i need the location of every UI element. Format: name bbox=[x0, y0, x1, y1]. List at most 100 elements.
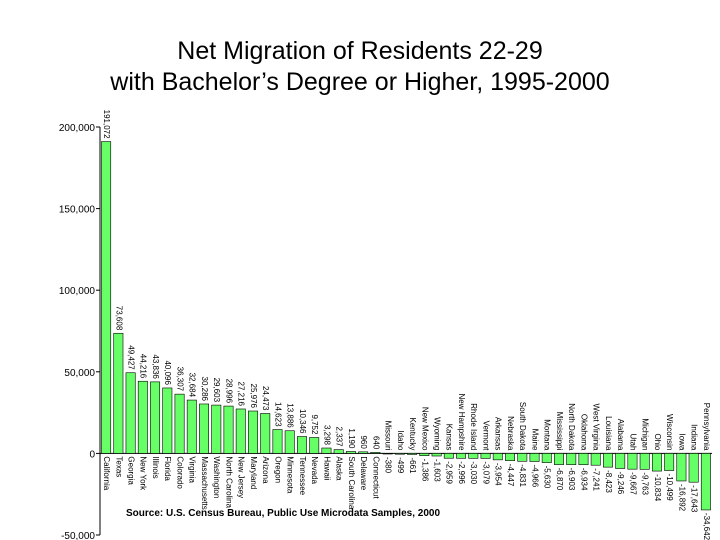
bar bbox=[480, 453, 491, 459]
category-label: California bbox=[102, 456, 111, 490]
data-label: 40,096 bbox=[163, 360, 172, 385]
bar bbox=[468, 453, 479, 459]
bar bbox=[676, 453, 687, 482]
chart-title-line-1: Net Migration of Residents 22-29 bbox=[177, 37, 543, 65]
bar bbox=[260, 413, 271, 454]
category-label: Georgia bbox=[126, 456, 135, 485]
category-label: Iowa bbox=[677, 433, 686, 450]
bar bbox=[615, 453, 626, 469]
category-label: Arkansas bbox=[494, 417, 503, 450]
data-label: -499 bbox=[396, 457, 405, 474]
data-label: -7,241 bbox=[592, 468, 601, 491]
bar bbox=[456, 453, 467, 459]
bar bbox=[297, 436, 307, 454]
category-label: Maryland bbox=[249, 456, 258, 489]
category-label: Illinois bbox=[151, 456, 160, 478]
bar bbox=[529, 453, 540, 462]
category-label: Maine bbox=[530, 429, 539, 451]
bar bbox=[554, 453, 564, 465]
bar bbox=[101, 141, 112, 454]
category-label: Utah bbox=[628, 433, 637, 450]
bar bbox=[174, 393, 185, 454]
category-label: Vermont bbox=[481, 421, 490, 452]
data-label: 10,346 bbox=[298, 409, 307, 434]
category-label: Colorado bbox=[175, 456, 184, 489]
data-label: -2,959 bbox=[445, 461, 454, 484]
data-label: -34,642 bbox=[702, 513, 711, 540]
category-label: Washington bbox=[212, 456, 221, 498]
data-label: -6,870 bbox=[555, 468, 564, 491]
data-label: -8,423 bbox=[604, 470, 613, 493]
bar bbox=[370, 452, 381, 454]
bar bbox=[394, 453, 405, 455]
category-label: Kansas bbox=[445, 424, 454, 451]
y-tick-label: -50,000 bbox=[61, 531, 95, 540]
category-label: Oregon bbox=[273, 456, 282, 483]
category-label: Massachusetts bbox=[200, 456, 209, 509]
category-label: Kentucky bbox=[408, 417, 417, 450]
data-label: 640 bbox=[371, 436, 380, 450]
bar bbox=[700, 453, 711, 511]
chart-title-line-2: with Bachelor’s Degree or Higher, 1995-2… bbox=[110, 68, 610, 96]
data-label: 24,473 bbox=[261, 386, 270, 411]
data-label: -10,499 bbox=[665, 474, 674, 502]
data-label: 28,996 bbox=[224, 379, 233, 404]
bar bbox=[590, 453, 601, 466]
bar bbox=[566, 453, 577, 465]
data-label: -6,934 bbox=[579, 468, 588, 491]
data-label: -4,966 bbox=[530, 465, 539, 488]
data-label: -4,831 bbox=[518, 464, 527, 487]
data-label: -17,643 bbox=[690, 485, 699, 513]
bar bbox=[492, 453, 503, 461]
bar bbox=[186, 399, 197, 454]
data-label: 73,608 bbox=[114, 306, 123, 331]
data-label: 44,216 bbox=[139, 354, 148, 379]
bar bbox=[431, 453, 442, 457]
y-tick-label: 150,000 bbox=[59, 205, 96, 216]
category-label: Oklahoma bbox=[579, 414, 588, 451]
bar bbox=[345, 451, 356, 454]
category-label: Minnesota bbox=[286, 456, 295, 493]
bar bbox=[382, 453, 393, 455]
data-label: -661 bbox=[408, 457, 417, 474]
data-label: -3,030 bbox=[469, 461, 478, 484]
category-label: New Jersey bbox=[237, 456, 246, 498]
chart-title: Net Migration of Residents 22-29 with Ba… bbox=[0, 36, 720, 98]
data-label: 14,623 bbox=[273, 402, 282, 427]
bar bbox=[578, 453, 589, 466]
bar bbox=[358, 451, 369, 454]
data-label: -3,079 bbox=[481, 461, 490, 484]
category-label: Virginia bbox=[188, 456, 197, 483]
source-note: Source: U.S. Census Bureau, Public Use M… bbox=[126, 508, 440, 519]
bar bbox=[688, 453, 699, 483]
category-label: New Hampshire bbox=[457, 393, 466, 450]
category-label: South Carolina bbox=[347, 456, 356, 509]
data-label: 2,337 bbox=[335, 427, 344, 448]
category-label: Rhode Island bbox=[469, 403, 478, 450]
data-label: -9,667 bbox=[628, 472, 637, 495]
bar bbox=[664, 453, 675, 471]
bar bbox=[309, 437, 320, 454]
category-label: Wisconsin bbox=[665, 414, 674, 450]
bar bbox=[150, 381, 161, 454]
bar bbox=[639, 453, 650, 470]
bar bbox=[321, 447, 332, 454]
bar bbox=[443, 453, 454, 459]
bar bbox=[199, 403, 209, 454]
y-tick-label: 50,000 bbox=[64, 368, 95, 379]
category-label: Arizona bbox=[261, 456, 270, 484]
data-label: 32,684 bbox=[188, 373, 197, 398]
category-label: New York bbox=[139, 456, 148, 491]
bar bbox=[162, 387, 173, 454]
bar bbox=[284, 430, 295, 454]
category-label: Tennessee bbox=[298, 456, 307, 495]
bar bbox=[113, 332, 124, 454]
data-label: -16,892 bbox=[677, 484, 686, 512]
data-label: 3,298 bbox=[322, 425, 331, 446]
category-label: Nevada bbox=[310, 456, 319, 484]
data-label: 1,190 bbox=[347, 428, 356, 449]
data-label: -380 bbox=[384, 457, 393, 474]
category-label: Mississippi bbox=[555, 412, 564, 451]
data-label: -9,246 bbox=[616, 471, 625, 494]
bar bbox=[407, 453, 418, 455]
